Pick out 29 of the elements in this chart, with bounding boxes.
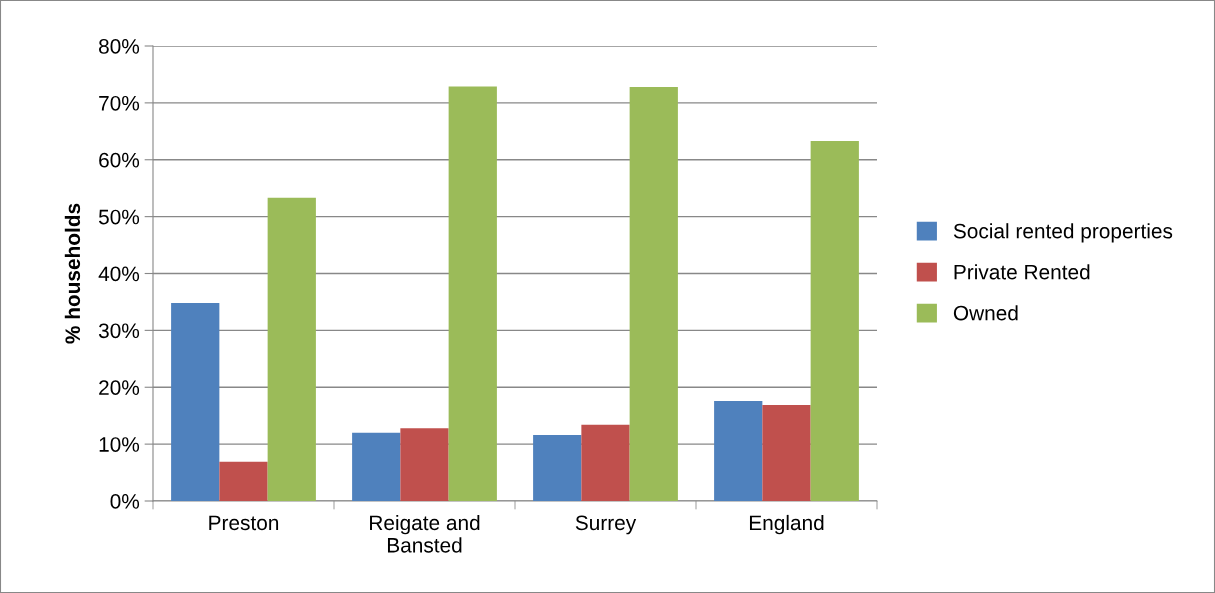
y-tick-label: 0% — [110, 494, 140, 509]
x-tick-label: England — [749, 514, 824, 535]
y-tick-label: 70% — [99, 95, 140, 111]
bar — [810, 140, 859, 501]
x-tick-label: Surrey — [575, 515, 637, 535]
bar — [448, 86, 497, 501]
bar — [714, 400, 763, 501]
y-tick-label: 50% — [98, 209, 140, 225]
bar — [762, 404, 811, 501]
y-axis-title: % households — [64, 203, 81, 344]
bar — [629, 86, 678, 501]
bar — [400, 428, 449, 501]
bar — [267, 197, 316, 501]
x-tick-label: Reigate and Bansted — [370, 514, 480, 553]
legend-label: Private Rented — [954, 264, 1090, 280]
y-tick-label: 20% — [99, 380, 140, 395]
y-tick-label: 60% — [99, 152, 140, 168]
legend-label: Owned — [953, 305, 1018, 321]
bar — [533, 435, 582, 501]
bar — [352, 432, 401, 501]
bar — [171, 303, 220, 501]
y-tick-label: 30% — [98, 323, 140, 339]
y-tick-label: 10% — [99, 437, 140, 452]
y-tick-label: 80% — [99, 39, 140, 54]
legend-label: Social rented properties — [953, 223, 1173, 243]
bar — [219, 461, 268, 501]
y-tick-label: 40% — [98, 266, 140, 282]
bar — [581, 424, 630, 501]
x-tick-label: Preston — [209, 515, 279, 531]
